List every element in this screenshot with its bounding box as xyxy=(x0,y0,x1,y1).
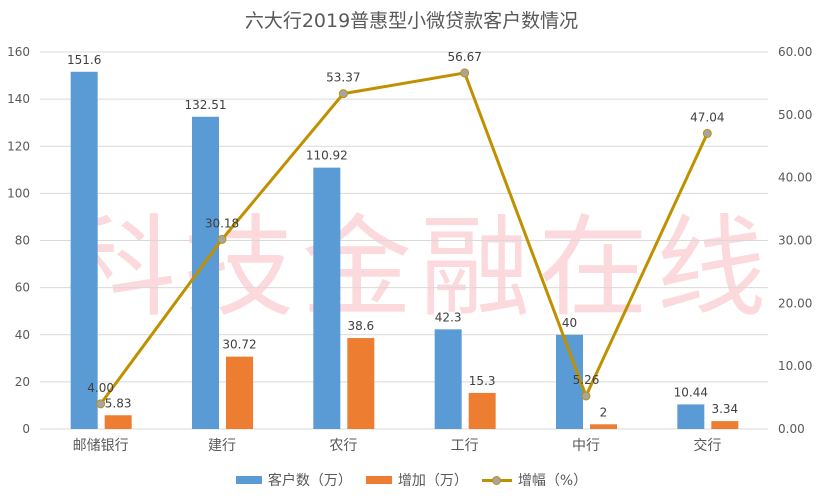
right-axis-tick: 10.00 xyxy=(778,359,812,373)
right-axis-tick: 30.00 xyxy=(778,234,812,248)
left-axis-tick: 0 xyxy=(22,422,30,436)
bar-customers xyxy=(677,404,705,429)
right-axis-tick: 40.00 xyxy=(778,171,812,185)
data-label: 15.3 xyxy=(469,374,496,388)
growth-point xyxy=(96,399,106,409)
left-axis-tick: 160 xyxy=(7,45,30,59)
category-label: 工行 xyxy=(451,438,479,454)
growth-point xyxy=(217,234,227,244)
left-axis-tick: 80 xyxy=(15,234,30,248)
category-label: 邮储银行 xyxy=(73,438,129,454)
data-label: 40 xyxy=(562,316,577,330)
right-axis-tick: 20.00 xyxy=(778,296,812,310)
category-label: 交行 xyxy=(693,437,721,454)
data-label: 132.51 xyxy=(185,98,227,112)
legend-item-increase[interactable]: 增加（万） xyxy=(365,470,468,490)
left-axis-tick: 120 xyxy=(7,139,30,153)
growth-point xyxy=(581,391,591,401)
chart-title: 六大行2019普惠型小微贷款客户数情况 xyxy=(244,10,579,32)
bar-increase xyxy=(347,338,375,429)
left-axis-tick: 140 xyxy=(7,92,30,106)
data-label: 42.3 xyxy=(435,310,462,324)
category-label: 建行 xyxy=(208,438,236,454)
growth-point xyxy=(702,128,712,138)
legend: 客户数（万） 增加（万） 增幅（%） xyxy=(0,470,823,490)
bar-increase xyxy=(468,392,496,429)
data-label: 56.67 xyxy=(447,50,481,64)
bar-customers xyxy=(313,167,341,429)
left-axis-tick: 40 xyxy=(15,328,30,342)
legend-swatch xyxy=(235,476,262,484)
data-label: 5.26 xyxy=(573,373,600,387)
right-axis-tick: 60.00 xyxy=(778,45,812,59)
data-label: 3.34 xyxy=(711,402,738,416)
right-axis-tick: 50.00 xyxy=(778,108,812,122)
bar-increase xyxy=(226,356,253,429)
legend-line-marker xyxy=(481,475,512,485)
legend-item-growth[interactable]: 增幅（%） xyxy=(481,470,588,490)
data-label: 5.83 xyxy=(105,396,132,410)
bar-customers xyxy=(434,329,462,429)
category-label: 中行 xyxy=(572,438,600,454)
right-axis-tick: 0.00 xyxy=(778,422,805,436)
data-label: 2 xyxy=(600,405,608,419)
data-label: 110.92 xyxy=(306,149,348,163)
data-label: 38.6 xyxy=(347,319,374,333)
category-label: 农行 xyxy=(329,438,357,454)
legend-label: 客户数（万） xyxy=(267,473,352,489)
legend-label: 增幅（%） xyxy=(517,473,588,489)
data-label: 53.37 xyxy=(326,71,360,85)
data-label: 10.44 xyxy=(674,385,708,399)
bar-increase xyxy=(104,415,132,429)
data-label: 47.04 xyxy=(690,110,724,124)
data-label: 151.6 xyxy=(67,53,101,67)
bar-increase xyxy=(711,421,739,429)
growth-point xyxy=(338,89,348,99)
left-axis-tick: 100 xyxy=(7,186,30,200)
data-label: 4.00 xyxy=(87,381,114,395)
bar-increase xyxy=(590,424,617,429)
growth-line xyxy=(99,71,709,405)
growth-point xyxy=(460,68,470,78)
left-axis-tick: 60 xyxy=(15,281,30,295)
data-label: 30.18 xyxy=(205,216,239,230)
legend-swatch xyxy=(365,476,392,484)
legend-label: 增加（万） xyxy=(397,473,468,489)
left-axis-tick: 20 xyxy=(15,375,30,389)
legend-item-customers[interactable]: 客户数（万） xyxy=(235,470,352,490)
data-label: 30.72 xyxy=(222,338,256,352)
bar-customers xyxy=(70,71,98,429)
